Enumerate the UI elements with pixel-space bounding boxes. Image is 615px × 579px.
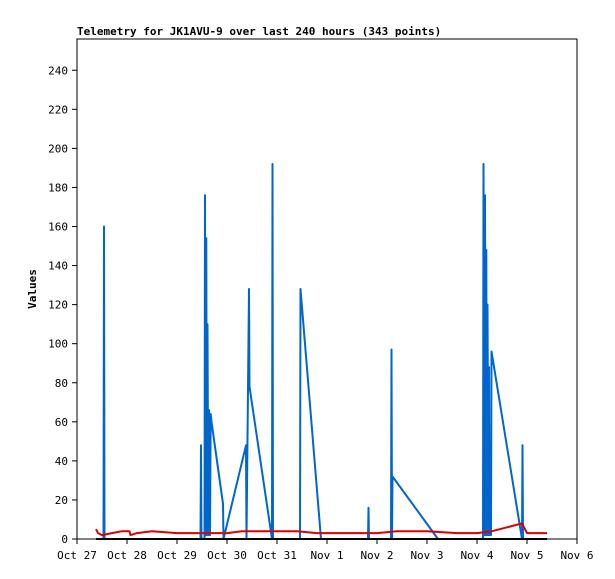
y-tick-label: 80 bbox=[55, 377, 68, 390]
x-tick-label: Nov 2 bbox=[360, 549, 393, 562]
x-tick-label: Nov 4 bbox=[460, 549, 493, 562]
x-tick-label: Oct 29 bbox=[157, 549, 197, 562]
x-tick-label: Nov 5 bbox=[510, 549, 543, 562]
series-layer bbox=[95, 163, 547, 540]
y-axis: 0 20 40 60 80 100 120 140 160 180 200 220 240 bbox=[48, 64, 77, 546]
x-tick-label: Oct 28 bbox=[107, 549, 147, 562]
y-tick-label: 100 bbox=[48, 338, 68, 351]
x-tick-label: Nov 3 bbox=[410, 549, 443, 562]
y-tick-label: 160 bbox=[48, 221, 68, 234]
y-tick-label: 40 bbox=[55, 455, 68, 468]
x-tick-label: Oct 31 bbox=[257, 549, 297, 562]
y-tick-label: 120 bbox=[48, 299, 68, 312]
series-line-1 bbox=[102, 163, 524, 540]
y-tick-label: 200 bbox=[48, 142, 68, 155]
chart-title: Telemetry for JK1AVU-9 over last 240 hou… bbox=[77, 25, 441, 38]
y-tick-label: 220 bbox=[48, 103, 68, 116]
y-tick-label: 0 bbox=[61, 533, 68, 546]
x-tick-label: Oct 27 bbox=[57, 549, 97, 562]
y-tick-label: 180 bbox=[48, 181, 68, 194]
x-tick-label: Nov 6 bbox=[560, 549, 593, 562]
x-tick-label: Nov 1 bbox=[310, 549, 343, 562]
y-tick-label: 140 bbox=[48, 260, 68, 273]
y-axis-label: Values bbox=[26, 269, 39, 309]
x-tick-label: Oct 30 bbox=[207, 549, 247, 562]
series-line-2 bbox=[95, 522, 547, 537]
y-tick-label: 20 bbox=[55, 494, 68, 507]
x-axis: Oct 27 Oct 28 Oct 29 Oct 30 Oct 31 Nov 1 Nov 2… bbox=[57, 539, 594, 562]
plot-frame bbox=[76, 38, 578, 540]
y-tick-label: 240 bbox=[48, 64, 68, 77]
y-tick-label: 60 bbox=[55, 416, 68, 429]
